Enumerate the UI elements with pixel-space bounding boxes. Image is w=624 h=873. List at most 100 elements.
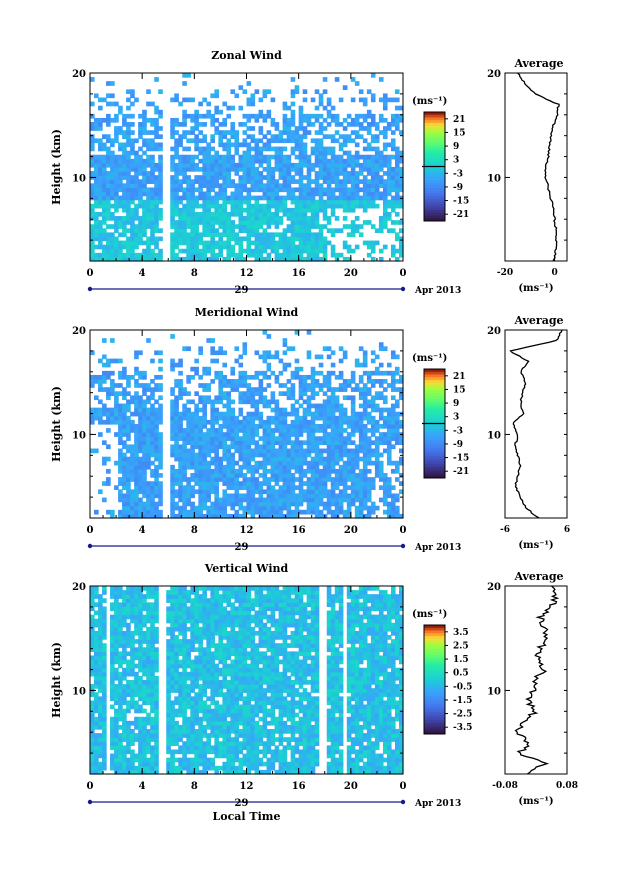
heatmap-cell [306,432,312,437]
heatmap-cell [294,411,300,417]
heatmap-cell [278,456,284,462]
heatmap-cell [282,248,288,254]
heatmap-cell [110,244,115,250]
heatmap-cell [134,350,139,356]
heatmap-cell [342,150,348,156]
heatmap-cell [134,586,139,591]
heatmap-cell [290,456,296,462]
colorbar-tick-label: -3 [453,426,463,436]
heatmap-cell [122,175,127,180]
heatmap-cell [306,216,312,221]
heatmap-cell [130,183,135,189]
heatmap-cell [126,659,131,665]
heatmap-cell [306,252,312,258]
heatmap-cell [370,407,376,413]
heatmap-cell [186,509,191,515]
heatmap-cell [106,224,111,229]
heatmap-cell [114,432,119,437]
heatmap-cell [274,211,280,217]
heatmap-cell [118,509,123,515]
heatmap-cell [122,391,127,396]
heatmap-cell [310,138,316,144]
heatmap-cell [98,680,103,685]
heatmap-cell [318,501,324,507]
heatmap-cell [142,240,147,246]
date-label: Apr 2013 [414,286,461,296]
heatmap-cell [170,187,175,193]
heatmap-cell [198,130,203,135]
heatmap-cell [190,424,195,429]
heatmap-cell [274,191,280,197]
heatmap-cell [210,338,215,343]
heatmap-cell [330,477,336,482]
heatmap-cell [202,158,207,164]
heatmap-cell [218,391,224,396]
heatmap-cell [378,158,384,164]
heatmap-cell [210,171,215,176]
heatmap-cell [258,395,264,401]
heatmap-cell [118,411,123,417]
heatmap-cell [170,505,175,511]
heatmap-cell [178,228,183,233]
heatmap-cell [302,130,308,135]
heatmap-cell [206,179,211,184]
heatmap-cell [190,162,195,168]
heatmap-cell [226,167,232,172]
colorbar-segment [424,196,445,200]
heatmap-cell [394,256,400,262]
colorbar-segment [424,439,445,443]
heatmap-cell [118,109,123,115]
heatmap-cell [338,199,344,205]
heatmap-cell [262,93,268,99]
heatmap-cell [250,154,256,160]
heatmap-cell [330,456,336,462]
heatmap-cell [190,244,195,250]
heatmap-cell [262,330,268,335]
heatmap-cell [322,468,328,474]
heatmap-cell [298,419,304,425]
heatmap-cell [242,187,248,193]
heatmap-cell [98,187,103,193]
colorbar-tick-label: 15 [453,128,466,138]
heatmap-cell [258,240,264,246]
heatmap-cell [274,122,280,127]
heatmap-cell [110,635,115,640]
heatmap-cell [366,403,372,409]
heatmap-cell [246,424,252,429]
heatmap-cell [298,497,304,503]
heatmap-cell [98,191,103,197]
heatmap-cell [386,216,392,221]
heatmap-cell [190,477,195,482]
heatmap-cell [234,187,240,193]
heatmap-cell [358,134,364,139]
heatmap-cell [238,85,244,90]
heatmap-cell [194,167,199,172]
x-tick-label: 4 [139,268,146,279]
heatmap-cell [214,464,220,470]
heatmap-cell [318,93,324,99]
heatmap-cell [226,497,232,503]
heatmap-cell [326,452,332,458]
heatmap-cell [334,424,340,429]
heatmap-cell [382,432,388,437]
heatmap-cell [322,419,328,425]
heatmap-cell [154,117,159,123]
heatmap-cell [310,505,316,511]
heatmap-cell [262,419,268,425]
heatmap-cell [298,158,304,164]
heatmap-cell [182,428,187,433]
heatmap-cell [214,89,220,95]
heatmap-cell [238,428,244,433]
x-tick-label: 4 [139,525,146,536]
heatmap-cell [358,179,364,184]
heatmap-cell [154,415,159,421]
heatmap-cell [270,407,276,413]
heatmap-cell [154,207,159,213]
heatmap-cell [114,244,119,250]
heatmap-cell [394,97,400,103]
heatmap-cell [358,374,364,380]
heatmap-cell [222,436,228,441]
heatmap-cell [342,85,348,90]
heatmap-cell [130,720,135,726]
heatmap-cell [314,468,320,474]
